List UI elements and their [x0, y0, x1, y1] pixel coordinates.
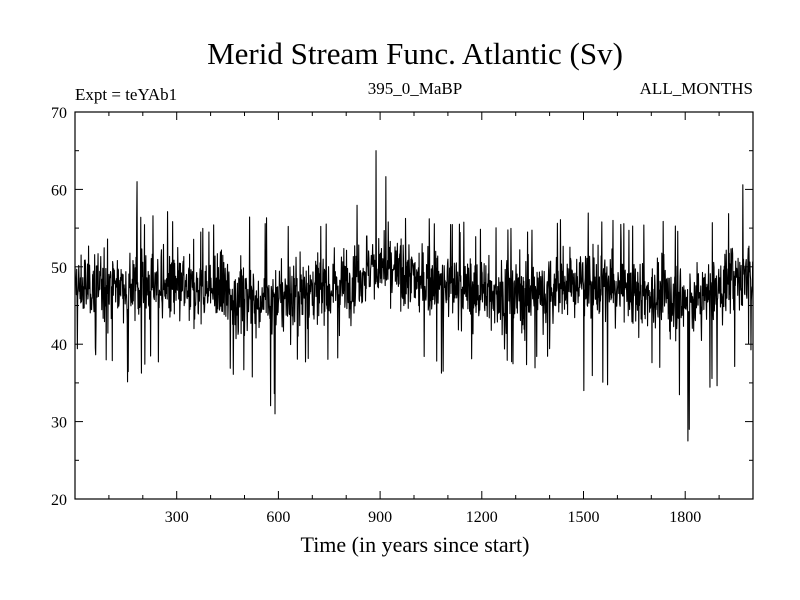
period-label: 395_0_MaBP	[368, 79, 462, 98]
x-tick-label: 1200	[466, 509, 498, 526]
x-tick-label: 600	[266, 509, 290, 526]
x-tick-label: 1500	[568, 509, 600, 526]
y-tick-label: 50	[51, 260, 67, 277]
y-tick-label: 70	[51, 105, 67, 122]
x-axis-label: Time (in years since start)	[301, 532, 530, 557]
y-tick-label: 20	[51, 492, 67, 509]
x-tick-label: 900	[368, 509, 392, 526]
x-tick-label: 1800	[669, 509, 701, 526]
chart-title: Merid Stream Func. Atlantic (Sv)	[207, 36, 623, 71]
months-label: ALL_MONTHS	[640, 79, 753, 98]
y-tick-label: 30	[51, 415, 67, 432]
y-tick-label: 60	[51, 182, 67, 199]
series-line	[74, 150, 754, 442]
x-tick-label: 300	[165, 509, 189, 526]
y-tick-label: 40	[51, 337, 67, 354]
experiment-label: Expt = teYAb1	[75, 85, 177, 104]
plot-area: 300 600 900 1200 1500 1800 20 30 40 50 60 70	[51, 105, 754, 526]
